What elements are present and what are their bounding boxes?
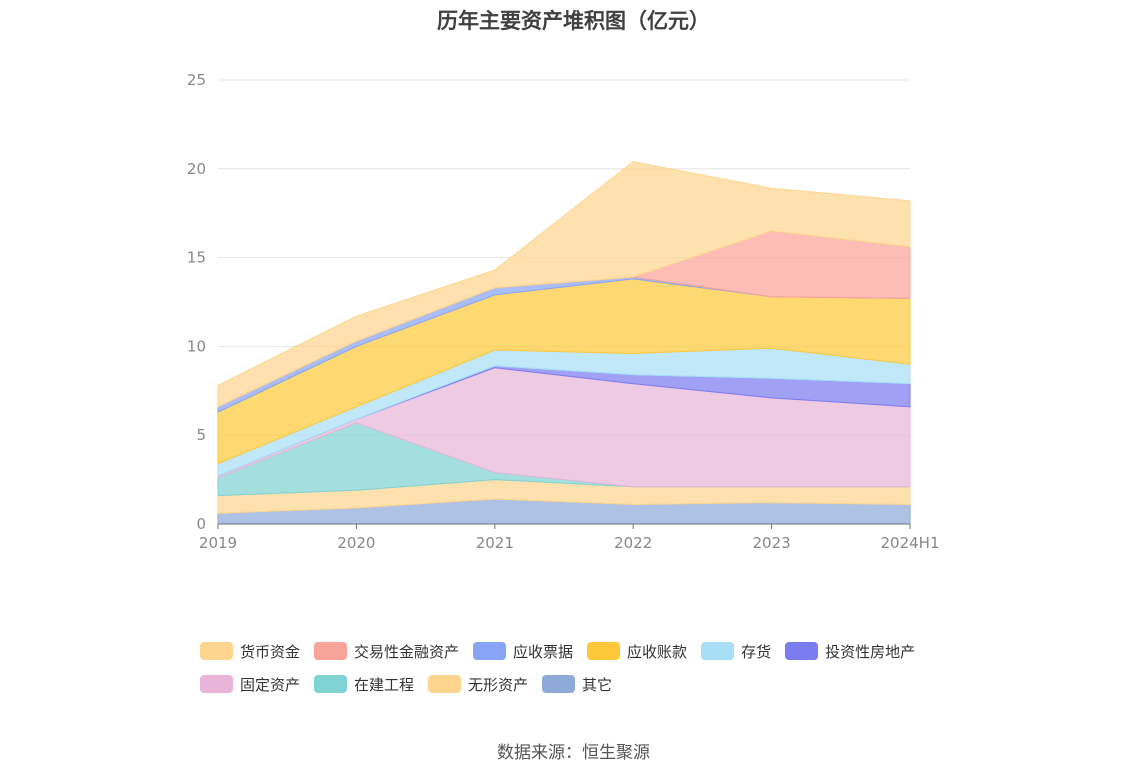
legend-item[interactable]: 货币资金 [200,641,300,662]
x-tick-label: 2021 [476,534,514,552]
y-tick-label: 15 [187,249,206,267]
legend-label: 交易性金融资产 [354,642,460,661]
legend-label: 存货 [741,642,772,661]
x-tick-label: 2022 [614,534,652,552]
legend-label: 投资性房地产 [825,642,916,661]
legend-item[interactable]: 应收票据 [473,641,573,662]
y-tick-label: 25 [187,71,206,89]
legend-swatch [473,642,507,660]
axis-layer: 0 5 10 15 20 25 2019 2020 2021 2022 2023 2024H1 [187,71,940,552]
legend-item[interactable]: 无形资产 [428,674,528,695]
legend-label: 应收账款 [627,642,688,661]
y-tick-label: 10 [187,337,206,355]
x-tick-label: 2019 [199,534,237,552]
legend-swatch [314,675,348,693]
legend-swatch [428,675,462,693]
area-layer [217,161,911,525]
legend-item[interactable]: 存货 [701,641,771,662]
legend-item[interactable]: 应收账款 [587,641,687,662]
legend-label: 其它 [582,675,613,694]
y-tick-label: 20 [187,160,206,178]
legend-swatch [587,642,621,660]
y-tick-label: 0 [196,515,206,533]
legend-item[interactable]: 其它 [542,674,612,695]
stacked-area-chart: 0 5 10 15 20 25 2019 2020 2021 2022 2023 2024H1 [187,71,940,552]
legend-swatch [701,642,735,660]
legend-swatch [200,642,233,660]
legend-row-1: 货币资金 交易性金融资产 应收票据 应收账款 存货 投资性房地产 [200,640,980,662]
legend-item[interactable]: 交易性金融资产 [314,641,459,662]
legend-label: 货币资金 [240,642,301,661]
legend-label: 应收票据 [513,642,574,661]
chart-title: 历年主要资产堆积图（亿元） [437,9,710,33]
x-tick-label: 2023 [753,534,791,552]
legend: 货币资金 交易性金融资产 应收票据 应收账款 存货 投资性房地产 固定资产 在建工程 无形资产… [200,640,980,706]
x-tick-label: 2024H1 [881,534,940,552]
legend-item[interactable]: 在建工程 [314,674,414,695]
legend-swatch [785,642,819,660]
legend-label: 固定资产 [240,675,301,694]
x-tick-label: 2020 [337,534,375,552]
legend-swatch [200,675,233,693]
legend-swatch [314,642,348,660]
legend-row-2: 固定资产 在建工程 无形资产 其它 [200,673,980,695]
legend-label: 在建工程 [354,675,415,694]
source-note: 数据来源：恒生聚源 [497,743,650,763]
series-area-货币资金 [217,161,911,408]
legend-swatch [542,675,576,693]
legend-item[interactable]: 投资性房地产 [785,641,915,662]
y-tick-label: 5 [196,426,206,444]
legend-label: 无形资产 [468,675,529,694]
legend-item[interactable]: 固定资产 [200,674,300,695]
